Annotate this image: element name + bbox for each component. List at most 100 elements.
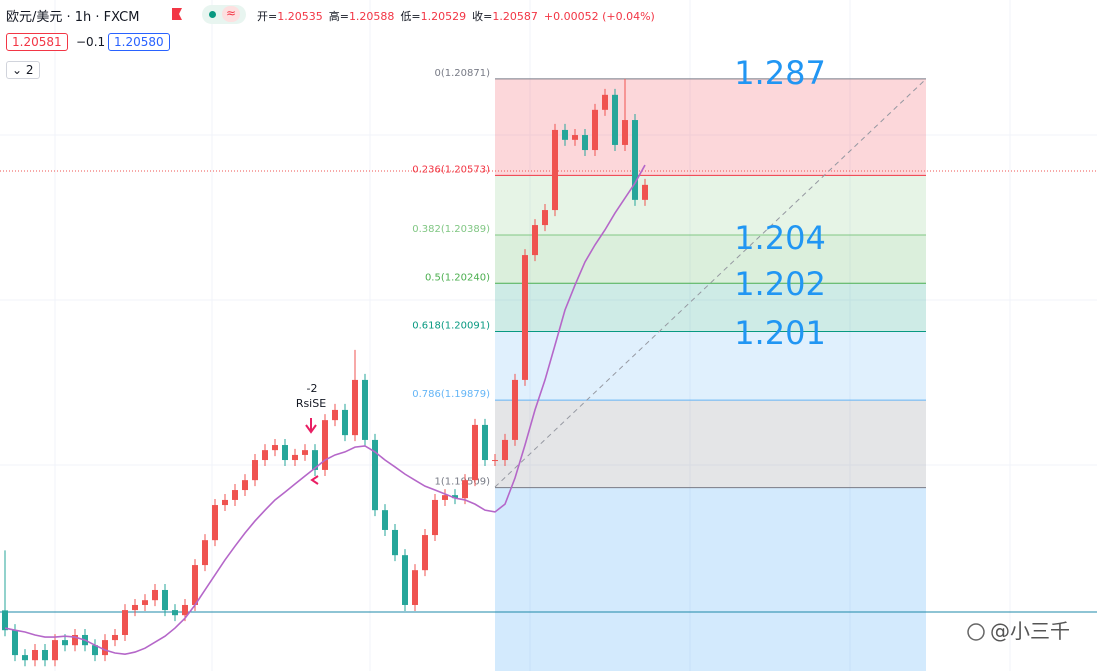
fib-zone: [495, 400, 926, 488]
ohlc-value: 1.20535: [277, 10, 323, 23]
fib-zone: [495, 283, 926, 332]
candle-body: [282, 445, 288, 461]
candle-body: [512, 379, 518, 440]
candle-body: [592, 109, 598, 151]
candle-body: [252, 460, 258, 481]
ohlc-label: 收=: [472, 10, 493, 23]
candle-body: [302, 450, 308, 455]
candle-body: [342, 409, 348, 436]
candle-body: [212, 505, 218, 541]
candle-body: [202, 540, 208, 566]
spread: −0.1: [76, 35, 106, 49]
change: +0.00052 (+0.04%): [543, 10, 655, 23]
candle-body: [372, 439, 378, 511]
candle-body: [62, 640, 68, 646]
candle-body: [562, 129, 568, 140]
target-label: 1.287: [734, 54, 826, 92]
candle-body: [632, 120, 638, 200]
candle-body: [452, 495, 458, 499]
watermark: @小三千: [967, 619, 1070, 643]
candle-body: [92, 645, 98, 656]
candle-body: [152, 589, 158, 601]
candle-body: [142, 600, 148, 605]
chevron: ⌄: [12, 63, 26, 77]
target-label: 1.201: [734, 314, 826, 352]
candle-body: [472, 424, 478, 481]
candle-body: [482, 424, 488, 461]
ohlc-label: 低=: [400, 10, 421, 23]
candle-body: [262, 450, 268, 461]
fib-label: 0.5(1.20240): [425, 272, 490, 283]
ohlc: 开=1.20535 高=1.20588 低=1.20529 收=1.20587 +0.0…: [257, 8, 655, 24]
fib-label: 0(1.20871): [434, 68, 490, 79]
candle-body: [542, 210, 548, 226]
candle-body: [162, 589, 168, 611]
candle-body: [132, 604, 138, 611]
candle-body: [52, 640, 58, 661]
moving-average: [4, 164, 646, 656]
ohlc-value: 1.20529: [420, 10, 467, 23]
candle-body: [322, 420, 328, 470]
candle-body: [352, 379, 358, 436]
fib-zone: [495, 78, 926, 176]
candle-body: [72, 634, 78, 646]
ohlc-value: 1.20587: [492, 10, 538, 23]
candle-body: [612, 94, 618, 145]
sell-price[interactable]: 1.20581: [6, 33, 68, 51]
signal-arrow: [305, 418, 317, 434]
candle-body: [332, 409, 338, 421]
signal-label: RsiSE: [296, 397, 326, 410]
fib-zone: [495, 331, 926, 401]
status-dot: [209, 11, 216, 18]
fib-label: 0.382(1.20389): [412, 224, 490, 235]
fib-label: 0.786(1.19879): [412, 389, 490, 400]
candle-body: [492, 460, 498, 462]
watermark-icon: [967, 623, 985, 641]
indicator-toggle[interactable]: ⌄ 2: [6, 61, 40, 79]
candle-body: [532, 225, 538, 256]
candle-body: [102, 640, 108, 656]
ohlc-label: 开=: [257, 10, 278, 23]
candle-body: [242, 480, 248, 491]
ohlc-value: 1.20588: [348, 10, 395, 23]
candle-body: [2, 610, 8, 631]
candle-body: [602, 94, 608, 110]
candle-body: [392, 529, 398, 556]
fib-zone: [495, 235, 926, 284]
target-label: 1.202: [734, 265, 826, 303]
candle-body: [122, 610, 128, 635]
signal: -2 RsiSE: [296, 382, 326, 485]
candle-body: [502, 439, 508, 461]
candle-body: [412, 570, 418, 605]
candle-body: [292, 454, 298, 461]
watermark-text: @小三千: [990, 619, 1070, 643]
candle-body: [312, 450, 318, 470]
fib-label: 0.236(1.20573): [412, 164, 490, 175]
candle-body: [622, 120, 628, 145]
indicator-count: 2: [25, 63, 34, 77]
candle-body: [182, 604, 188, 616]
candle-body: [382, 510, 388, 530]
flag-icon[interactable]: [172, 8, 182, 20]
symbol: 欧元/美元 · 1h · FXCM: [6, 10, 140, 25]
status-wave: ≈: [222, 6, 240, 22]
candle-body: [642, 184, 648, 200]
candle-body: [462, 480, 468, 499]
target-label: 1.204: [734, 219, 826, 257]
candle-body: [12, 630, 18, 656]
candle-body: [112, 634, 118, 641]
candle-body: [272, 445, 278, 451]
market-status[interactable]: ≈: [202, 5, 246, 24]
ohlc-label: 高=: [328, 10, 349, 23]
candle-body: [442, 495, 448, 500]
buy-price[interactable]: 1.20580: [108, 33, 170, 51]
fib-label: 0.618(1.20091): [412, 321, 490, 332]
candle-body: [552, 129, 558, 211]
signal-count: -2: [307, 382, 318, 395]
candle-body: [422, 535, 428, 571]
candle-body: [32, 649, 38, 661]
fib-zone: [495, 487, 926, 671]
